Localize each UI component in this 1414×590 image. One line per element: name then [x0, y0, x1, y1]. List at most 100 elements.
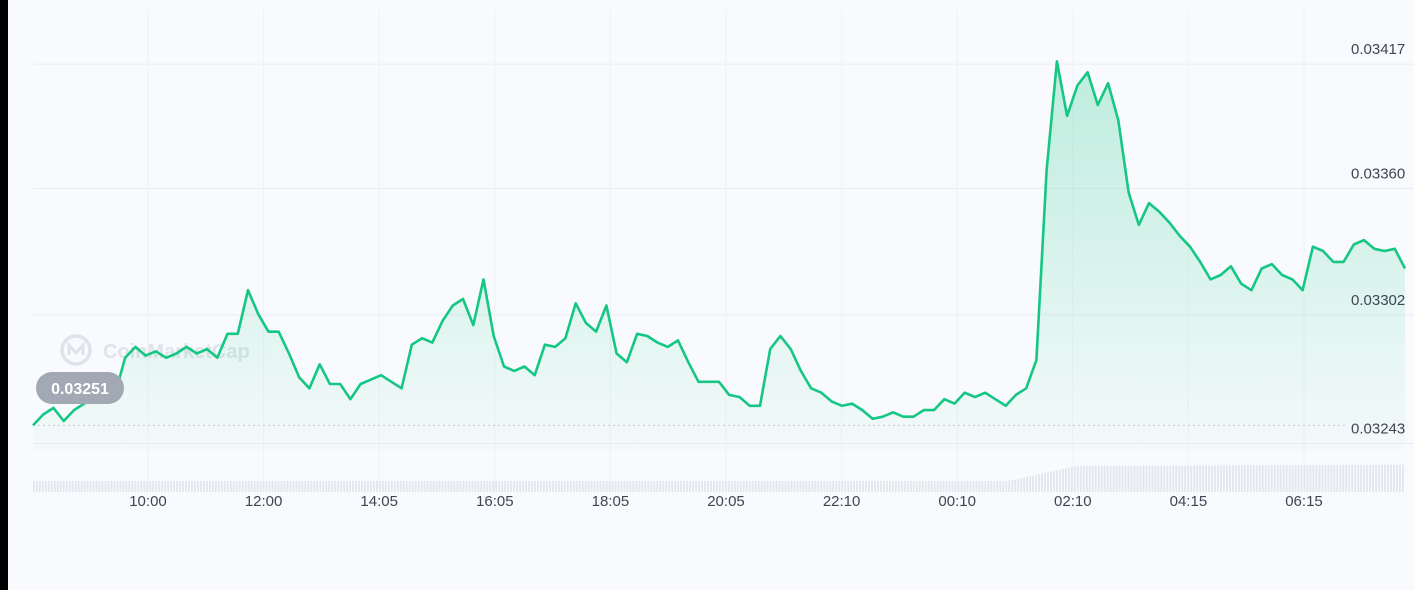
- volume-bar: [575, 481, 578, 492]
- x-tick-label: 14:05: [360, 493, 398, 510]
- volume-bar: [623, 481, 626, 492]
- volume-bar: [349, 481, 351, 492]
- volume-bar: [1333, 464, 1336, 492]
- volume-bar: [548, 481, 551, 492]
- volume-bar: [948, 481, 951, 492]
- volume-bar: [152, 481, 155, 492]
- volume-bar: [886, 481, 888, 492]
- volume-bar: [862, 481, 864, 492]
- volume-bar: [229, 481, 232, 492]
- volume-bar: [841, 481, 844, 492]
- volume-bar: [713, 481, 715, 492]
- volume-bar: [1375, 464, 1377, 492]
- volume-bar: [364, 481, 366, 492]
- volume-bar: [677, 481, 680, 492]
- x-tick-label: 00:10: [938, 493, 976, 510]
- volume-bar: [1136, 465, 1139, 492]
- volume-bar: [310, 481, 313, 492]
- volume-bar: [933, 481, 936, 492]
- volume-bar: [1270, 465, 1273, 492]
- volume-bar: [453, 481, 456, 492]
- volume-bar: [214, 481, 217, 492]
- volume-bar: [376, 481, 378, 492]
- volume-bar: [459, 481, 462, 492]
- volume-bar: [680, 481, 683, 492]
- volume-bar: [1279, 465, 1282, 492]
- volume-bar: [763, 481, 766, 492]
- volume-bar: [775, 481, 778, 492]
- volume-bar: [551, 481, 554, 492]
- volume-bar: [578, 481, 581, 492]
- volume-bar: [1303, 465, 1306, 492]
- volume-bar: [990, 481, 993, 492]
- volume-bar: [325, 481, 328, 492]
- volume-bar: [149, 481, 152, 492]
- volume-bar: [1232, 465, 1234, 492]
- volume-bar: [1094, 465, 1097, 492]
- volume-bar: [1306, 465, 1309, 492]
- volume-bar: [1118, 465, 1121, 492]
- volume-bar: [891, 481, 894, 492]
- volume-bar: [653, 481, 656, 492]
- volume-bar: [868, 481, 870, 492]
- volume-bar: [1041, 473, 1043, 492]
- volume-bar: [1393, 464, 1395, 492]
- volume-bar: [316, 481, 319, 492]
- y-axis-ticks: 0.03417 0.03360 0.03302 0.03243: [1351, 41, 1405, 437]
- volume-bar: [119, 481, 122, 492]
- volume-bar: [381, 481, 384, 492]
- volume-bar: [856, 481, 858, 492]
- volume-bar: [957, 481, 960, 492]
- volume-bar: [554, 481, 557, 492]
- volume-bar: [256, 481, 259, 492]
- volume-bar: [739, 481, 742, 492]
- volume-bar: [1070, 467, 1073, 492]
- volume-bar: [766, 481, 769, 492]
- volume-bar: [420, 481, 423, 492]
- volume-bar: [820, 481, 823, 492]
- volume-bar: [1145, 465, 1148, 492]
- volume-bar: [396, 481, 399, 492]
- volume-bar: [1178, 465, 1181, 492]
- volume-bar: [250, 481, 253, 492]
- volume-bar: [1035, 474, 1037, 492]
- volume-bar: [1273, 465, 1276, 492]
- volume-bar: [1115, 465, 1118, 492]
- volume-bar: [1237, 465, 1240, 492]
- volume-bar: [727, 481, 730, 492]
- volume-bar: [566, 481, 569, 492]
- volume-bar: [760, 481, 763, 492]
- volume-bar: [71, 481, 74, 492]
- volume-bar: [850, 481, 853, 492]
- volume-bar: [918, 481, 921, 492]
- x-tick-label: 02:10: [1054, 493, 1092, 510]
- volume-bar: [399, 481, 402, 492]
- volume-bar: [1160, 465, 1163, 492]
- volume-bar: [1315, 465, 1318, 492]
- volume-bar: [1255, 465, 1258, 492]
- volume-bar: [710, 481, 712, 492]
- volume-bar: [1381, 464, 1383, 492]
- volume-bar: [1163, 465, 1166, 492]
- volume-bar: [402, 481, 405, 492]
- volume-bar: [155, 481, 158, 492]
- volume-bar: [197, 481, 199, 492]
- volume-bar: [65, 481, 68, 492]
- volume-bar: [537, 481, 539, 492]
- volume-bar: [972, 481, 975, 492]
- volume-bar: [838, 481, 841, 492]
- volume-bar: [417, 481, 420, 492]
- volume-bar: [313, 481, 316, 492]
- volume-bar: [871, 481, 873, 492]
- volume-bar: [1047, 472, 1049, 492]
- volume-bar: [984, 481, 987, 492]
- volume-bar: [647, 481, 650, 492]
- volume-bar: [1243, 465, 1246, 492]
- volume-bar: [1208, 465, 1210, 492]
- volume-bar: [489, 481, 492, 492]
- volume-bar: [638, 481, 641, 492]
- volume-bar: [1085, 466, 1088, 492]
- volume-bar: [116, 481, 119, 492]
- volume-bar: [1130, 465, 1133, 492]
